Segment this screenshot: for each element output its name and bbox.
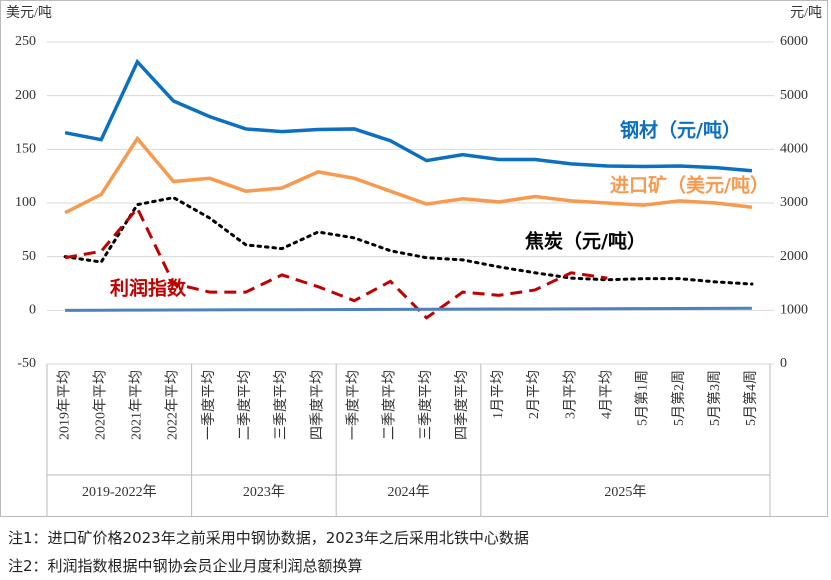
y-tick-label: 50 (22, 249, 36, 264)
y-tick-label: 150 (15, 142, 36, 157)
x-tick-label: 三季度平均 (418, 370, 434, 440)
x-tick-label: 5月第2周 (670, 370, 687, 426)
series-line (65, 306, 752, 312)
y-tick-label: 100 (15, 195, 36, 210)
x-tick-label: 5月第3周 (706, 370, 723, 426)
x-tick-label: 5月第1周 (634, 370, 651, 426)
x-tick-label: 四季度平均 (309, 370, 325, 440)
x-tick-label: 一季度平均 (201, 370, 217, 440)
series-line (64, 135, 753, 215)
x-tick-label: 二季度平均 (382, 370, 398, 440)
y-tick-label: -50 (17, 356, 36, 371)
group-label: 2024年 (388, 484, 430, 500)
note: 注1：进口矿价格2023年之前采用中钢协数据，2023年之后采用北铁中心数据 (8, 529, 529, 547)
x-tick-label: 2021年平均 (129, 370, 145, 440)
series-label: 钢材（元/吨） (620, 119, 741, 142)
group-label: 2023年 (243, 484, 285, 500)
y2-tick-label: 4000 (780, 142, 808, 157)
series-line (64, 58, 753, 173)
x-tick-label: 3月平均 (562, 370, 578, 419)
x-tick-label: 二季度平均 (237, 370, 253, 440)
y2-tick-label: 1000 (780, 303, 808, 318)
y-tick-label: 0 (29, 303, 36, 318)
y2-tick-label: 0 (780, 356, 787, 371)
series-line (63, 196, 754, 286)
y-unit: 美元/吨 (6, 5, 52, 21)
x-tick-label: 5月第4周 (742, 370, 759, 426)
group-label: 2019-2022年 (82, 484, 157, 500)
series-label: 利润指数 (110, 277, 187, 300)
x-tick-label: 1月平均 (490, 370, 506, 419)
x-tick-label: 4月平均 (599, 370, 615, 419)
x-tick-label: 2月平均 (526, 370, 542, 419)
y2-tick-label: 5000 (780, 88, 808, 103)
y-tick-label: 200 (15, 88, 36, 103)
x-tick-label: 2020年平均 (92, 370, 108, 440)
x-tick-label: 三季度平均 (273, 370, 289, 440)
chart-border (0, 0, 828, 517)
x-tick-label: 2022年平均 (165, 370, 181, 440)
y2-tick-label: 6000 (780, 34, 808, 49)
x-tick-label: 四季度平均 (454, 370, 470, 440)
y2-tick-label: 2000 (780, 249, 808, 264)
series-label: 进口矿（美元/吨） (610, 174, 769, 197)
y2-unit: 元/吨 (790, 5, 822, 21)
y2-tick-label: 3000 (780, 195, 808, 210)
y-tick-label: 250 (15, 34, 36, 49)
chart: 美元/吨 元/吨 -50 0 50 100 150 200 250 0 1000 2000 3000… (0, 0, 828, 517)
note: 注2：利润指数根据中钢协会员企业月度利润总额换算 (8, 557, 363, 575)
x-tick-label: 一季度平均 (345, 370, 361, 440)
x-tick-label: 2019年平均 (56, 370, 72, 440)
series-line (64, 205, 608, 320)
series-label: 焦炭（元/吨） (524, 230, 646, 253)
group-label: 2025年 (604, 484, 646, 500)
